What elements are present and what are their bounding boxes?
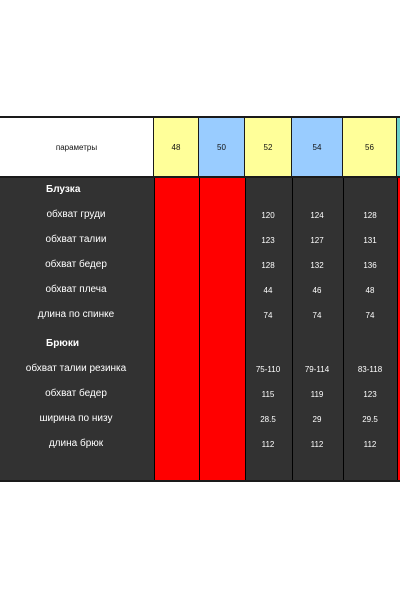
section-label: Брюки xyxy=(46,338,79,349)
value-cell: 74 xyxy=(312,311,322,320)
value-cell: 112 xyxy=(363,440,377,449)
value-cell: 136 xyxy=(363,261,377,270)
param-label: обхват бедер xyxy=(45,388,107,399)
edge-strip-header xyxy=(397,118,400,176)
param-header-label: параметры xyxy=(55,142,98,152)
size-column-50-unavailable xyxy=(199,178,245,482)
param-label: длина брюк xyxy=(48,438,104,449)
value-cell: 83-118 xyxy=(357,365,383,374)
param-label: обхват талии xyxy=(45,234,107,245)
param-column xyxy=(0,178,154,482)
size-header-50: 50 xyxy=(199,118,245,176)
value-cell: 115 xyxy=(261,390,275,399)
value-cell: 128 xyxy=(363,211,377,220)
value-cell: 44 xyxy=(263,286,273,295)
size-label: 56 xyxy=(365,142,374,152)
column-divider xyxy=(154,178,155,482)
value-cell: 127 xyxy=(310,236,324,245)
size-label: 54 xyxy=(312,142,322,152)
value-cell: 128 xyxy=(261,261,275,270)
value-cell: 74 xyxy=(263,311,273,320)
size-header-52: 52 xyxy=(245,118,292,176)
size-label: 52 xyxy=(263,142,273,152)
size-header-48: 48 xyxy=(154,118,199,176)
value-cell: 46 xyxy=(312,286,322,295)
param-label: обхват плеча xyxy=(45,284,107,295)
column-divider xyxy=(292,178,293,482)
param-label: ширина по низу xyxy=(39,413,113,424)
value-cell: 124 xyxy=(310,211,324,220)
value-cell: 119 xyxy=(310,390,324,399)
bottom-border xyxy=(0,480,400,482)
value-cell: 112 xyxy=(261,440,275,449)
param-label: длина по спинке xyxy=(37,309,115,320)
value-cell: 112 xyxy=(310,440,324,449)
value-cell: 79-114 xyxy=(304,365,330,374)
value-cell: 48 xyxy=(365,286,375,295)
edge-strip-body xyxy=(397,178,400,482)
size-column-52 xyxy=(245,178,292,482)
size-header-56: 56 xyxy=(343,118,397,176)
column-divider xyxy=(199,178,200,482)
value-cell: 123 xyxy=(261,236,275,245)
size-label: 48 xyxy=(171,142,181,152)
column-divider xyxy=(397,178,398,482)
value-cell: 28.5 xyxy=(260,415,276,424)
size-label: 50 xyxy=(217,142,226,152)
value-cell: 74 xyxy=(365,311,375,320)
value-cell: 120 xyxy=(261,211,275,220)
size-header-row: параметры 48 50 52 54 56 xyxy=(0,116,400,178)
param-label: обхват талии резинка xyxy=(25,363,127,374)
column-divider xyxy=(245,178,246,482)
value-cell: 75-110 xyxy=(255,365,281,374)
size-chart: параметры 48 50 52 54 56 Блузка о xyxy=(0,116,400,482)
size-column-56 xyxy=(343,178,397,482)
value-cell: 29 xyxy=(312,415,322,424)
size-column-54 xyxy=(292,178,343,482)
size-header-54: 54 xyxy=(292,118,343,176)
value-cell: 123 xyxy=(363,390,377,399)
param-label: обхват груди xyxy=(46,209,106,220)
size-column-48-unavailable xyxy=(154,178,199,482)
section-label: Блузка xyxy=(46,184,81,195)
column-divider xyxy=(343,178,344,482)
param-label: обхват бедер xyxy=(45,259,107,270)
value-cell: 132 xyxy=(310,261,324,270)
value-cell: 131 xyxy=(363,236,377,245)
param-header-cell: параметры xyxy=(0,118,154,176)
value-cell: 29.5 xyxy=(362,415,378,424)
size-table-body: Блузка обхват груди 120 124 128 обхват талии 1… xyxy=(0,178,400,482)
